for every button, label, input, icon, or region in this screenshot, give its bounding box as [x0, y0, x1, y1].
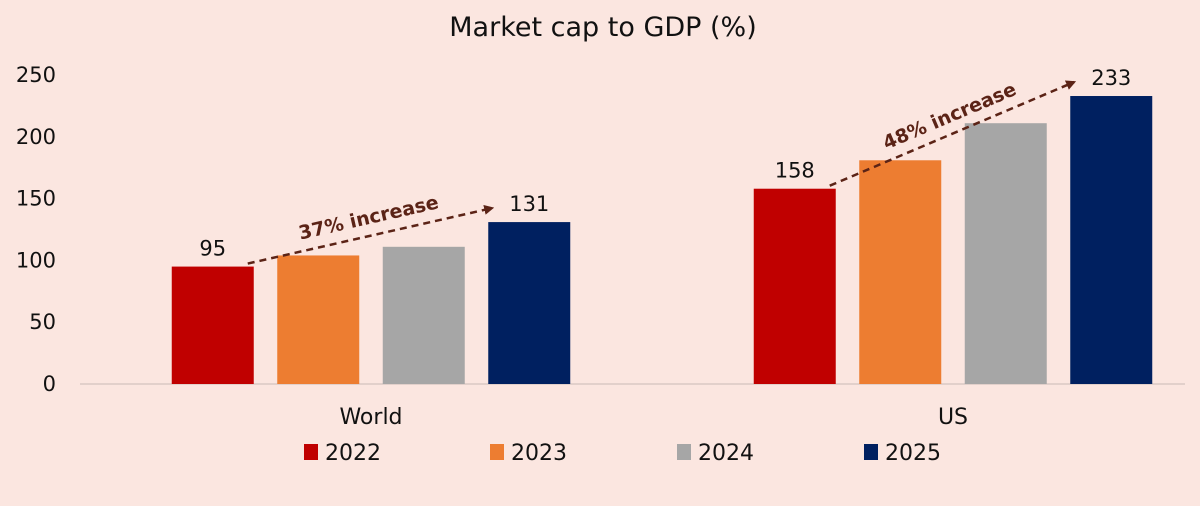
y-tick-label: 200 [16, 125, 56, 149]
bar [1070, 96, 1153, 385]
legend-item: 2022 [304, 441, 381, 466]
bar [964, 123, 1047, 384]
legend-label: 2023 [511, 441, 567, 466]
legend-label: 2025 [885, 441, 941, 466]
y-axis: 0 50 100 150 200 250 [16, 63, 56, 396]
category-label: World [339, 405, 402, 430]
legend-item: 2024 [677, 441, 754, 466]
increase-arrow [247, 204, 495, 265]
legend-item: 2025 [864, 441, 941, 466]
bar [753, 188, 836, 384]
legend-label: 2022 [325, 441, 381, 466]
legend-item: 2023 [490, 441, 567, 466]
legend-swatch [864, 444, 878, 460]
y-tick-label: 150 [16, 187, 56, 211]
data-label: 233 [1091, 66, 1131, 90]
y-tick-label: 100 [16, 248, 56, 272]
data-label: 158 [775, 159, 815, 183]
legend-swatch [304, 444, 318, 460]
y-tick-label: 0 [43, 372, 56, 396]
data-label: 95 [199, 237, 226, 261]
legend-label: 2024 [698, 441, 754, 466]
bars [171, 96, 1153, 385]
category-labels: World US [339, 405, 968, 430]
y-tick-label: 50 [29, 310, 56, 334]
bar [488, 222, 571, 384]
bar [277, 255, 360, 384]
legend-swatch [490, 444, 504, 460]
legend-swatch [677, 444, 691, 460]
y-tick-label: 250 [16, 63, 56, 87]
bar [382, 246, 465, 384]
data-labels: 95 131 158 233 [199, 66, 1131, 261]
legend: 2022 2023 2024 2025 [304, 441, 941, 466]
bar [171, 266, 254, 384]
bar [859, 160, 942, 384]
category-label: US [938, 405, 968, 430]
chart-title: Market cap to GDP (%) [449, 12, 757, 43]
data-label: 131 [509, 192, 549, 216]
increase-arrow [829, 80, 1077, 187]
